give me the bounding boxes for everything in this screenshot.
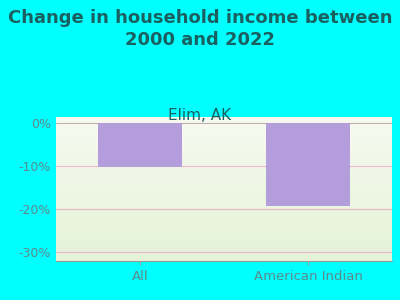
Bar (266, 123, 350, 206)
Text: Elim, AK: Elim, AK (168, 108, 232, 123)
Text: Change in household income between
2000 and 2022: Change in household income between 2000 … (8, 9, 392, 49)
Bar (98, 123, 182, 167)
